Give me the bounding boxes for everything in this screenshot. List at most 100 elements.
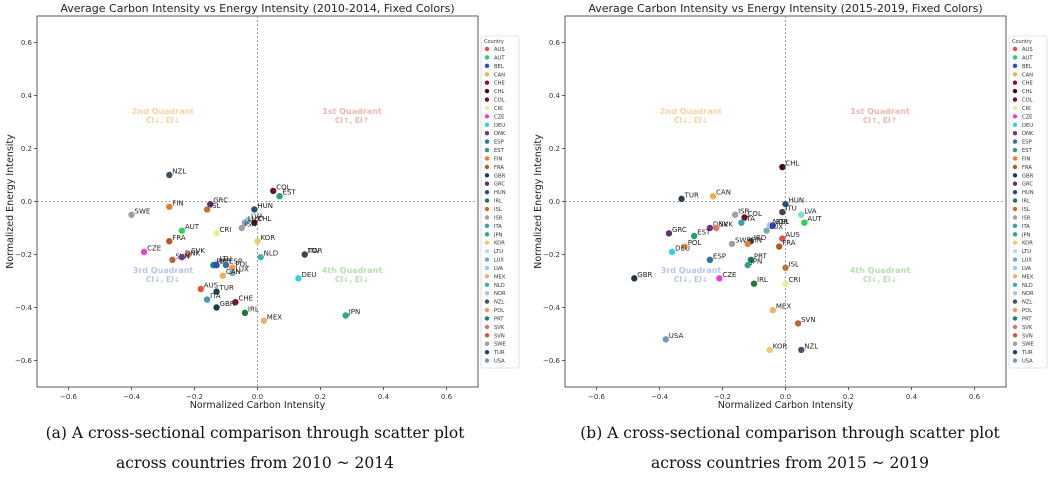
- data-point-fra: [166, 238, 173, 245]
- legend-label: NOR: [494, 291, 506, 297]
- data-point-jpn: [342, 312, 349, 319]
- legend-marker-ltu: [484, 248, 490, 254]
- point-label: POL: [688, 239, 702, 247]
- data-point-cri: [213, 230, 220, 237]
- legend-label: FRA: [1022, 165, 1032, 171]
- legend-marker-mex: [1012, 274, 1018, 279]
- y-tick-label: 0.2: [549, 145, 560, 153]
- point-label: LUX: [248, 215, 262, 223]
- point-label: DNK: [713, 221, 729, 229]
- data-point-dnk: [706, 224, 714, 232]
- legend-label: LTU: [1022, 249, 1031, 255]
- legend-label: EST: [494, 148, 505, 154]
- legend-label: USA: [1022, 359, 1033, 365]
- legend-marker-isr: [1012, 215, 1018, 220]
- legend-marker-bel: [1012, 63, 1018, 69]
- legend-label: COL: [1022, 98, 1033, 104]
- y-tick-label: −0.2: [15, 251, 32, 259]
- data-point-est: [690, 232, 698, 240]
- quadrant-subtitle: CI↓, EI↓: [674, 275, 708, 284]
- y-tick-label: −0.6: [543, 357, 561, 365]
- data-point-cze: [140, 248, 148, 256]
- legend-label: SVN: [1022, 333, 1033, 339]
- quadrant-title: 1st Quadrant: [322, 107, 382, 116]
- legend-marker-swe: [1012, 341, 1018, 346]
- point-label: NLD: [264, 250, 279, 258]
- legend-marker-est: [1012, 147, 1018, 153]
- legend-label: TUR: [493, 350, 505, 356]
- legend-label: NOR: [1022, 291, 1034, 297]
- legend-marker-fra: [484, 164, 490, 170]
- chart-title: Average Carbon Intensity vs Energy Inten…: [60, 2, 454, 15]
- legend-marker-nor: [1012, 291, 1018, 296]
- data-point-ita: [203, 296, 211, 303]
- data-point-mex: [260, 317, 267, 324]
- point-label: TUR: [684, 191, 699, 199]
- data-point-irl: [750, 280, 758, 287]
- data-point-chl: [251, 219, 258, 226]
- legend-label: PRT: [1022, 316, 1032, 322]
- legend-label: LVA: [1022, 266, 1032, 272]
- legend-label: CRI: [494, 106, 503, 112]
- quadrant-subtitle: CI↓, EI↓: [146, 275, 180, 284]
- x-tick-label: −0.6: [588, 393, 606, 401]
- legend-marker-chl: [1012, 88, 1018, 94]
- data-point-col: [270, 187, 277, 195]
- legend-marker-col: [1012, 97, 1018, 102]
- data-point-hun: [251, 206, 258, 213]
- data-point-swe: [728, 240, 736, 248]
- data-point-pol: [229, 264, 236, 271]
- legend-marker-aus: [1012, 46, 1018, 52]
- point-label: ITA: [308, 247, 319, 255]
- chart-2010-2014: Average Carbon Intensity vs Energy Inten…: [5, 2, 520, 411]
- point-label: SVK: [191, 247, 205, 255]
- point-label: NOR: [773, 218, 789, 226]
- legend-marker-lva: [484, 265, 490, 271]
- x-tick-label: −0.6: [60, 393, 78, 401]
- point-label: AUS: [785, 231, 800, 239]
- point-label: COL: [748, 210, 762, 218]
- point-label: TOR: [307, 247, 323, 255]
- quadrant-subtitle: CI↑, EI↑: [335, 116, 369, 125]
- point-label: KOR: [773, 342, 788, 350]
- legend-label: NZL: [1022, 300, 1032, 306]
- legend-marker-swe: [484, 341, 490, 346]
- legend-label: NZL: [494, 300, 504, 306]
- legend-marker-svn: [484, 333, 490, 338]
- data-point-fra: [776, 243, 783, 250]
- point-label: ESP: [229, 258, 242, 266]
- legend-label: CZE: [1022, 114, 1032, 120]
- point-label: TUR: [219, 284, 234, 292]
- data-point-lux: [241, 219, 249, 226]
- x-tick-label: −0.2: [186, 393, 203, 401]
- data-point-isl: [203, 206, 211, 213]
- data-point-svn: [169, 256, 176, 263]
- x-tick-label: −0.4: [651, 393, 669, 401]
- x-tick-label: −0.2: [714, 393, 731, 401]
- data-point-can: [219, 272, 227, 279]
- legend-marker-can: [1012, 72, 1018, 77]
- legend-marker-jpn: [1012, 232, 1018, 237]
- point-label: ITU: [785, 205, 796, 213]
- legend-marker-lux: [1012, 257, 1018, 262]
- data-point-nzl: [166, 171, 173, 179]
- data-point-itu: [779, 208, 786, 216]
- data-point-ita: [738, 219, 745, 226]
- point-label: KOR: [261, 234, 276, 242]
- legend-marker-can: [484, 72, 490, 77]
- point-label: LVA: [804, 207, 816, 215]
- data-point-can: [709, 193, 717, 200]
- x-axis-label: Normalized Carbon Intensity: [718, 400, 854, 411]
- point-label: SVN: [801, 316, 815, 324]
- data-point-aut: [178, 227, 186, 234]
- point-label: DEU: [301, 271, 316, 279]
- quadrant-subtitle: CI↓, EI↓: [863, 275, 897, 284]
- legend-label: ESP: [494, 140, 504, 146]
- point-label: ISR: [738, 207, 750, 215]
- legend-marker-aus: [484, 46, 490, 52]
- point-label: NZL: [172, 168, 186, 176]
- data-point-esp: [222, 261, 230, 269]
- legend-marker-irl: [484, 198, 490, 203]
- point-label: MEX: [776, 303, 791, 311]
